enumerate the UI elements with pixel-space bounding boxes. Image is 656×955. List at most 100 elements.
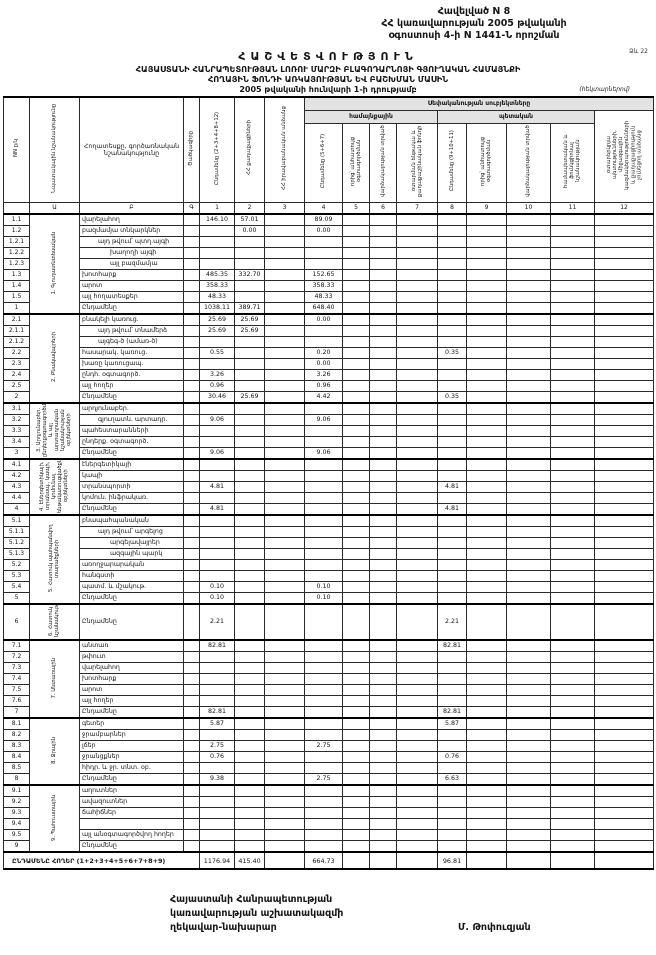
value-cell bbox=[437, 402, 467, 416]
row-number: 4.1 bbox=[3, 458, 30, 472]
value-cell: 2.75 bbox=[304, 773, 343, 786]
value-cell: 0.55 bbox=[199, 347, 235, 360]
value-cell bbox=[396, 662, 438, 675]
value-cell bbox=[264, 436, 305, 449]
value-cell bbox=[199, 662, 235, 675]
row-number: 9.1 bbox=[3, 784, 30, 798]
value-cell bbox=[550, 592, 595, 605]
value-cell bbox=[593, 425, 655, 438]
value-cell bbox=[396, 391, 438, 404]
value-cell bbox=[342, 526, 370, 539]
value-cell bbox=[234, 570, 265, 583]
value-cell bbox=[466, 492, 507, 505]
value-cell bbox=[550, 291, 595, 304]
value-cell: 4.42 bbox=[304, 391, 343, 404]
value-cell bbox=[199, 840, 235, 853]
value-cell bbox=[342, 402, 370, 416]
value-cell bbox=[264, 280, 305, 293]
value-cell bbox=[506, 447, 551, 460]
code-cell bbox=[183, 762, 200, 775]
code-cell bbox=[183, 425, 200, 438]
value-cell bbox=[550, 559, 595, 572]
table-row: 7.1 7. Անտառային անտառ 82.81 82.81 bbox=[3, 639, 655, 719]
value-cell: 648.40 bbox=[304, 302, 343, 315]
value-cell bbox=[304, 807, 343, 820]
row-number: 7.5 bbox=[3, 684, 30, 697]
value-cell bbox=[396, 336, 438, 349]
value-cell bbox=[369, 258, 397, 271]
value-cell bbox=[550, 236, 595, 249]
table-row: 2.1.1 այդ թվում՝ տնամերձ 25.69 25.69 bbox=[3, 325, 655, 338]
value-cell bbox=[437, 840, 467, 853]
value-cell bbox=[466, 684, 507, 697]
grand-total-row: ԸՆԴԱՄԵՆԸ ՀՈՂԵՐ (1+2+3+4+5+6+7+8+9) 1176.9… bbox=[3, 851, 655, 871]
value-cell: 2.75 bbox=[199, 740, 235, 753]
value-cell bbox=[342, 581, 370, 594]
value-cell bbox=[199, 526, 235, 539]
section-label: 9. Պահուստային bbox=[29, 784, 80, 853]
value-cell bbox=[437, 514, 467, 528]
value-cell bbox=[506, 762, 551, 775]
row-number: 1.2.2 bbox=[3, 247, 30, 260]
value-cell bbox=[304, 840, 343, 853]
land-type-label: բնակելի կառուց. bbox=[79, 313, 184, 327]
value-cell bbox=[264, 526, 305, 539]
value-cell bbox=[264, 514, 305, 528]
code-cell bbox=[183, 673, 200, 686]
value-cell bbox=[199, 247, 235, 260]
value-cell bbox=[199, 729, 235, 742]
value-cell bbox=[234, 603, 265, 641]
value-cell: 25.69 bbox=[199, 325, 235, 338]
value-cell bbox=[369, 740, 397, 753]
code-cell bbox=[183, 581, 200, 594]
value-cell bbox=[304, 603, 343, 641]
value-cell: 1038.11 bbox=[199, 302, 235, 315]
value-cell bbox=[593, 436, 655, 449]
value-cell bbox=[304, 684, 343, 697]
value-cell: 96.81 bbox=[437, 851, 467, 871]
value-cell bbox=[369, 526, 397, 539]
table-row: 3.1 3. Արդյունաբեր. ընդերքօգտագործման և ա… bbox=[3, 402, 655, 460]
value-cell bbox=[437, 673, 467, 686]
value-cell bbox=[369, 402, 397, 416]
code-cell bbox=[183, 414, 200, 427]
value-cell bbox=[506, 706, 551, 719]
value-cell: 485.35 bbox=[199, 269, 235, 282]
value-cell bbox=[199, 559, 235, 572]
value-cell bbox=[304, 639, 343, 653]
land-type-label: Ընդամենը bbox=[79, 503, 184, 516]
code-cell bbox=[183, 225, 200, 238]
row-number: 8.1 bbox=[3, 717, 30, 731]
col-header-code: Ծածկագիրը bbox=[183, 96, 200, 204]
value-cell bbox=[466, 717, 507, 731]
value-cell: 57.01 bbox=[234, 213, 265, 227]
value-cell bbox=[264, 358, 305, 371]
value-cell bbox=[234, 369, 265, 382]
table-row: 1.2.2 խաղողի այգի bbox=[3, 247, 655, 260]
value-cell bbox=[369, 651, 397, 664]
land-type-label: ավազուտներ bbox=[79, 796, 184, 809]
code-cell bbox=[183, 302, 200, 315]
row-number: 7.4 bbox=[3, 673, 30, 686]
value-cell bbox=[550, 447, 595, 460]
value-cell bbox=[234, 592, 265, 605]
value-cell bbox=[506, 673, 551, 686]
code-cell bbox=[183, 325, 200, 338]
value-cell bbox=[466, 269, 507, 282]
land-type-label: պահեստարանների bbox=[79, 425, 184, 438]
value-cell bbox=[593, 818, 655, 831]
table-row: 7 Ընդամենը 82.81 82.81 bbox=[3, 706, 655, 719]
value-cell bbox=[437, 269, 467, 282]
value-cell bbox=[506, 313, 551, 327]
value-cell bbox=[342, 302, 370, 315]
value-cell bbox=[466, 662, 507, 675]
col-header-3: ՀՀ իրավաբանական անձանց bbox=[264, 96, 305, 204]
land-type-label: աղուտներ bbox=[79, 784, 184, 798]
row-number: 2.5 bbox=[3, 380, 30, 393]
value-cell bbox=[234, 503, 265, 516]
value-cell bbox=[304, 662, 343, 675]
value-cell bbox=[264, 570, 305, 583]
value-cell bbox=[506, 503, 551, 516]
value-cell bbox=[506, 740, 551, 753]
land-type-label: էներգետիկայի bbox=[79, 458, 184, 472]
